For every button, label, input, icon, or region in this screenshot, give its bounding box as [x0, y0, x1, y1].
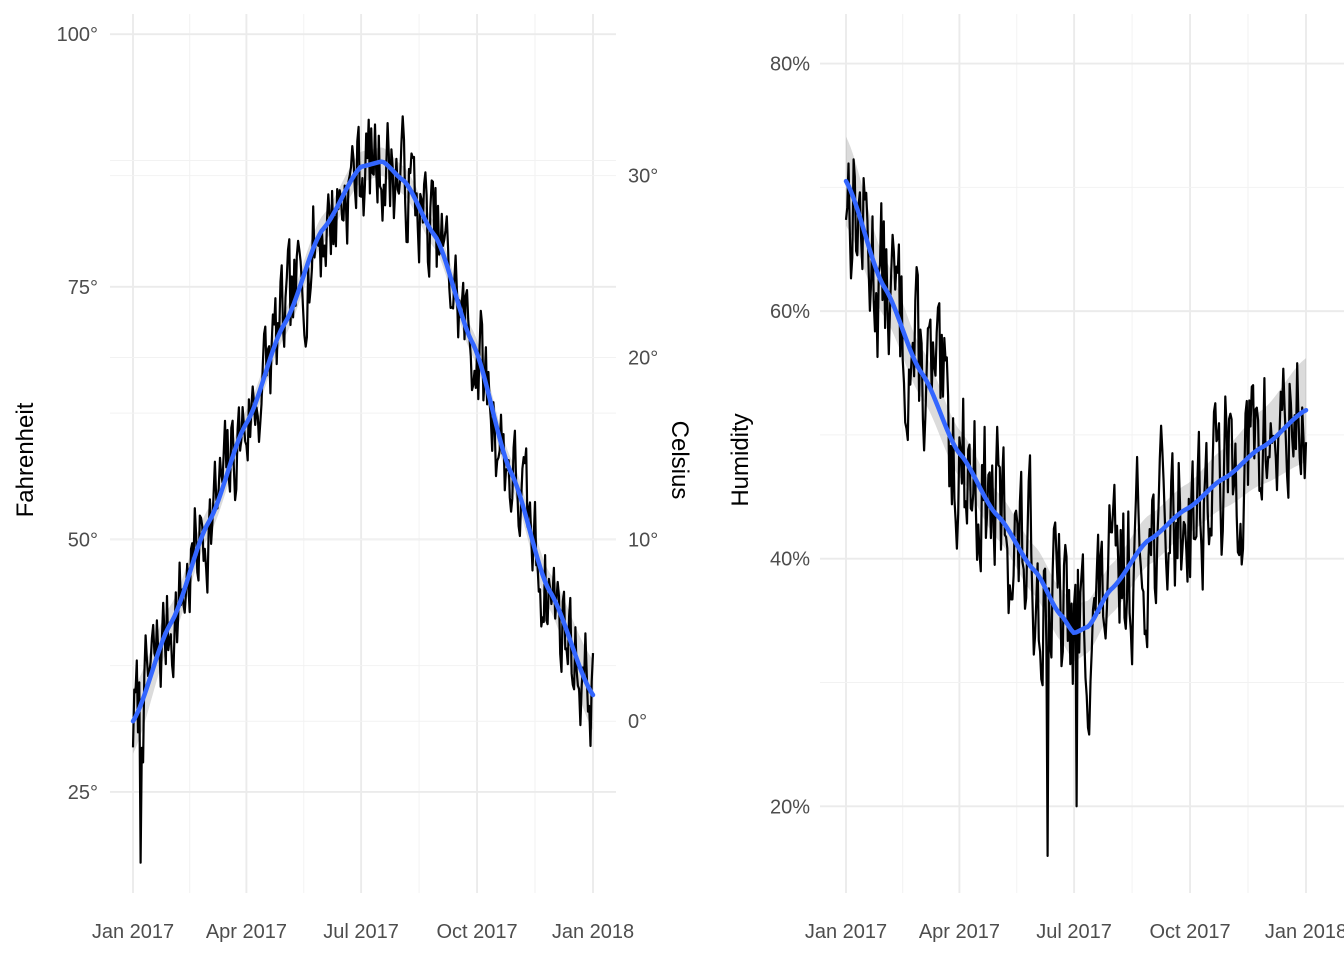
- x-tick-label: Jan 2018: [552, 921, 634, 943]
- humidity-panel: 20% 40% 60% 80% Jan 2017 Apr 2017 Jul 2017 Oct…: [727, 14, 1344, 943]
- y-tick-label: 80%: [770, 54, 810, 76]
- celsius-axis-title: Celsius: [666, 421, 693, 500]
- y-tick-label: 25°: [68, 782, 98, 804]
- humidity-smooth-line: [843, 178, 1309, 636]
- y-tick-label: 50°: [68, 529, 98, 551]
- y-tick-label: 75°: [68, 277, 98, 299]
- x-tick-label: Oct 2017: [1149, 921, 1230, 943]
- temperature-x-tick-labels: Jan 2017 Apr 2017 Jul 2017 Oct 2017 Jan 2018: [92, 921, 634, 943]
- y2-tick-label: 20°: [628, 348, 658, 370]
- x-tick-label: Jan 2017: [92, 921, 174, 943]
- y2-tick-label: 0°: [628, 711, 647, 733]
- humidity-smooth-confidence-band: [846, 136, 1306, 662]
- y2-tick-label: 30°: [628, 166, 658, 188]
- temperature-smooth-confidence-band: [133, 147, 593, 754]
- x-tick-label: Jan 2018: [1265, 921, 1344, 943]
- fahrenheit-axis-title: Fahrenheit: [12, 402, 39, 517]
- x-tick-label: Apr 2017: [919, 921, 1000, 943]
- humidity-daily-line: [844, 158, 1308, 857]
- fahrenheit-tick-labels: 25° 50° 75° 100°: [57, 24, 98, 804]
- temperature-panel: 25° 50° 75° 100° 0° 10° 20° 30° Jan 2017 Apr 20…: [12, 14, 693, 943]
- x-tick-label: Jul 2017: [1036, 921, 1112, 943]
- temperature-daily-line: [131, 115, 595, 864]
- y-tick-label: 100°: [57, 24, 98, 46]
- celsius-tick-labels: 0° 10° 20° 30°: [628, 166, 658, 734]
- humidity-tick-labels: 20% 40% 60% 80%: [770, 54, 810, 819]
- temperature-gridlines: [110, 14, 616, 893]
- x-tick-label: Jan 2017: [805, 921, 887, 943]
- y-tick-label: 20%: [770, 796, 810, 818]
- temperature-smooth-line: [130, 159, 596, 724]
- x-tick-label: Oct 2017: [436, 921, 517, 943]
- y2-tick-label: 10°: [628, 529, 658, 551]
- x-tick-label: Apr 2017: [206, 921, 287, 943]
- y-tick-label: 60%: [770, 301, 810, 323]
- humidity-x-tick-labels: Jan 2017 Apr 2017 Jul 2017 Oct 2017 Jan 2018: [805, 921, 1344, 943]
- humidity-axis-title: Humidity: [727, 413, 754, 506]
- x-tick-label: Jul 2017: [323, 921, 399, 943]
- y-tick-label: 40%: [770, 549, 810, 571]
